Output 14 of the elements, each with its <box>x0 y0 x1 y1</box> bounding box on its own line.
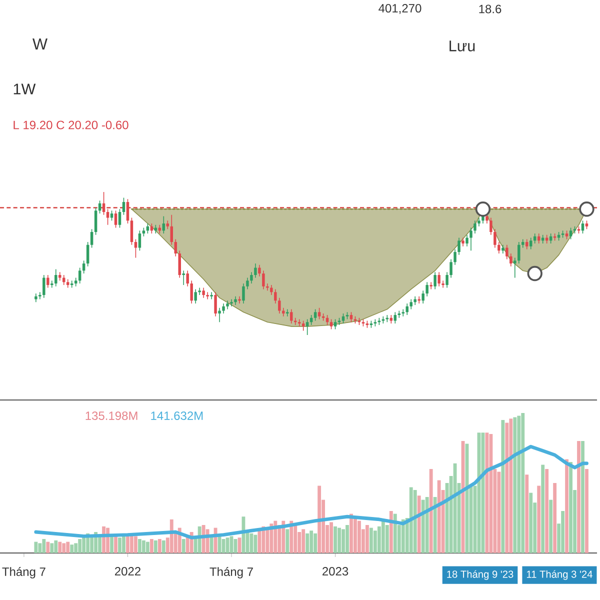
x-tick-label: 2022 <box>114 567 140 576</box>
text: 18 Tháng 9 '23 <box>447 570 514 580</box>
x-tick-label: Tháng 7 <box>2 567 46 578</box>
text: W <box>32 38 48 50</box>
text: 141.632M <box>151 411 203 420</box>
text: L 19.20 C 20.20 -0.60 <box>14 120 128 130</box>
text: 11 Tháng 3 '24 <box>526 570 592 580</box>
x-tick-label: Tháng 7 <box>210 567 253 578</box>
chart-title: 1W <box>14 84 36 94</box>
x-tick-label: 2023 <box>322 567 348 576</box>
text: 18.6 <box>479 4 502 14</box>
text: 135.198M <box>86 411 138 420</box>
text: 401,270 <box>378 4 422 14</box>
text: Lưu <box>450 40 475 52</box>
